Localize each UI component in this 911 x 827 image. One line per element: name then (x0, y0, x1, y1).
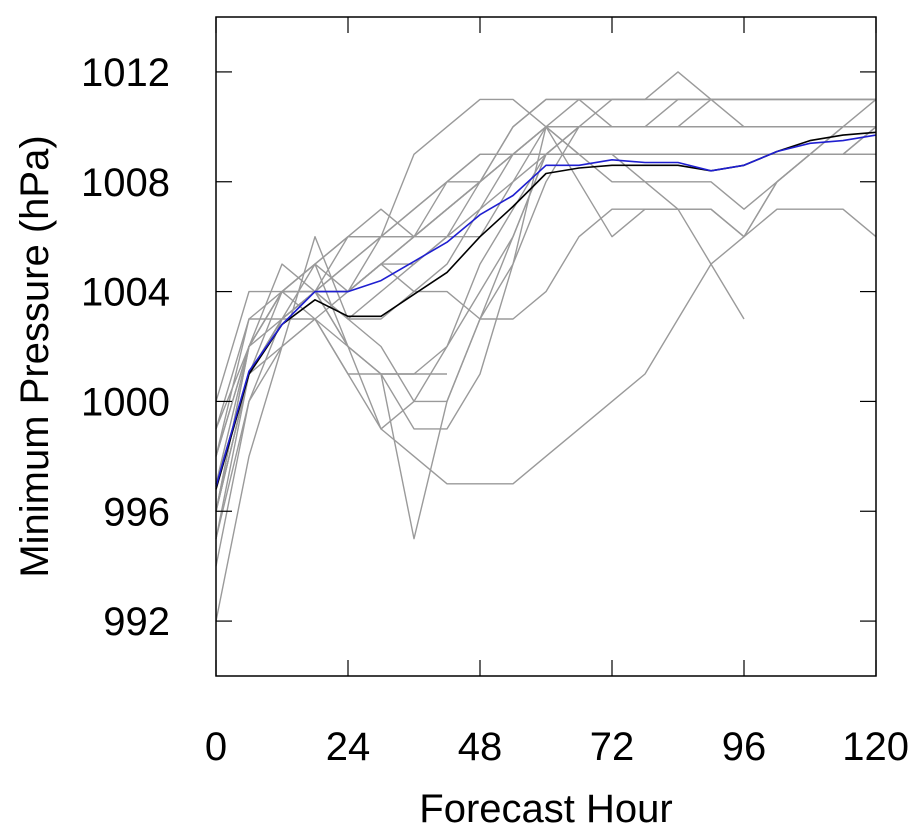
control-forecast-line (215, 134, 877, 487)
x-tick-label: 48 (458, 725, 503, 769)
x-tick-label: 120 (842, 725, 909, 769)
plot-frame (215, 16, 877, 677)
x-tick-label: 0 (205, 725, 227, 769)
ensemble-member-line-17 (215, 98, 876, 567)
y-tick-label: 1008 (81, 161, 170, 205)
ensemble-member-line-18 (215, 126, 876, 622)
ensemble-member-line-16 (215, 263, 447, 539)
ensemble-member-line-8 (215, 98, 876, 512)
x-axis-title: Forecast Hour (419, 787, 672, 827)
y-tick-label: 1004 (81, 271, 170, 315)
x-tick-label: 24 (326, 725, 371, 769)
y-tick-label: 992 (103, 600, 170, 644)
axis-tick-labels: 0 24 48 72 96 120 992 996 1000 1004 1008 1012 (81, 51, 909, 769)
ensemble-members (215, 71, 877, 622)
y-tick-label: 1012 (81, 51, 170, 95)
ensemble-member-line-9 (215, 126, 877, 484)
ensemble-member-line-14 (215, 126, 876, 540)
axis-ticks (215, 17, 877, 676)
ensemble-member-line-7 (215, 153, 876, 457)
ensemble-member-line-20 (215, 126, 877, 430)
ensemble-member-line-15 (215, 98, 877, 485)
ensemble-mean-line (215, 131, 877, 490)
ensemble-member-line-13 (215, 126, 876, 539)
y-tick-label: 996 (103, 490, 170, 534)
x-tick-label: 96 (722, 725, 767, 769)
series-lines (215, 131, 877, 490)
x-tick-label: 72 (590, 725, 635, 769)
y-tick-label: 1000 (81, 380, 170, 424)
y-axis-title: Minimum Pressure (hPa) (13, 135, 57, 577)
